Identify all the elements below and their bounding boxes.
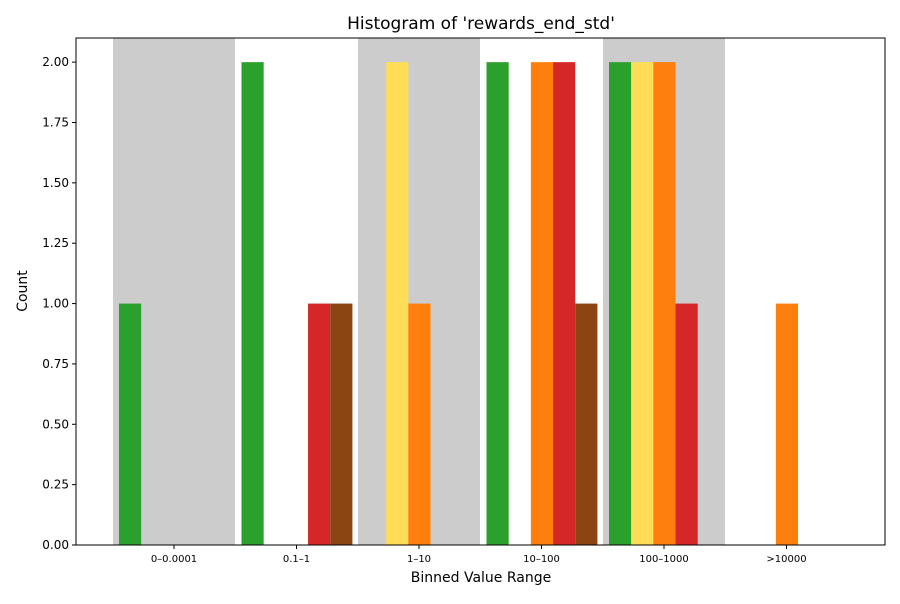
bar <box>553 62 576 546</box>
x-tick-label: 0–0.0001 <box>151 554 197 565</box>
bar <box>408 303 431 545</box>
x-tick-label: 1–10 <box>407 554 431 565</box>
x-axis-ticks: 0–0.0001 0.1–1 1–10 10–100 100–1000 >10000 <box>151 545 807 565</box>
y-tick-label: 0.00 <box>42 538 69 552</box>
bar <box>330 303 353 545</box>
y-tick-label: 0.75 <box>42 357 69 371</box>
x-tick-label: 10–100 <box>523 554 560 565</box>
bar <box>609 62 632 546</box>
bar <box>386 62 409 546</box>
bar <box>486 62 509 546</box>
bar <box>575 303 598 545</box>
x-tick-label: 0.1–1 <box>283 554 310 565</box>
y-axis-ticks: 0.00 0.25 0.50 0.75 1.00 1.25 1.50 1.75 2.00 <box>42 55 76 552</box>
chart-title: Histogram of 'rewards_end_std' <box>347 14 615 34</box>
x-axis-label: Binned Value Range <box>411 570 551 586</box>
bar <box>530 62 554 546</box>
y-tick-label: 0.50 <box>42 417 69 431</box>
y-tick-label: 1.00 <box>42 297 69 311</box>
bar <box>675 303 698 545</box>
bars <box>119 62 799 546</box>
bar <box>775 303 799 545</box>
x-tick-label: >10000 <box>766 554 806 565</box>
bar <box>308 303 331 545</box>
y-tick-label: 1.25 <box>42 236 69 250</box>
y-tick-label: 2.00 <box>42 55 69 69</box>
y-axis-label: Count <box>15 270 31 312</box>
bar <box>631 62 654 546</box>
plot-frame <box>75 37 886 546</box>
y-tick-label: 1.75 <box>42 116 69 130</box>
bar <box>119 303 142 545</box>
bar <box>653 62 676 546</box>
y-tick-label: 1.50 <box>42 176 69 190</box>
y-tick-label: 0.25 <box>42 478 69 492</box>
bar <box>241 62 264 546</box>
x-tick-label: 100–1000 <box>639 554 689 565</box>
